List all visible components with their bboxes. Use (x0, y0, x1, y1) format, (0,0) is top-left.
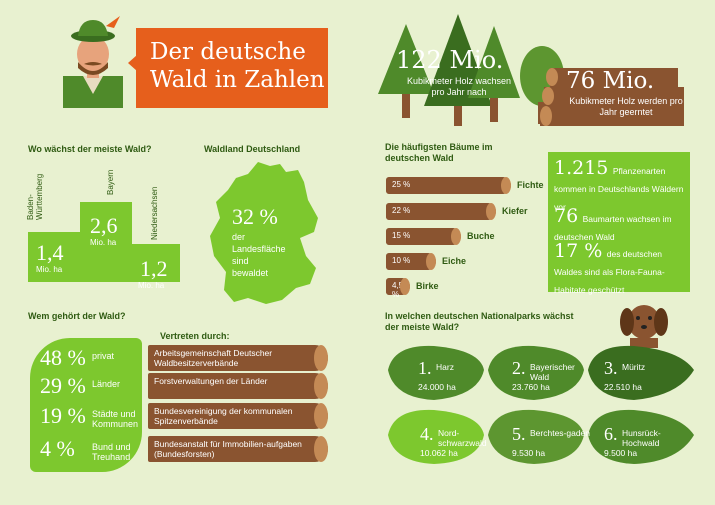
species-c-number: 17 % (554, 240, 603, 262)
germany-heading: Waldland Deutschland (204, 144, 301, 154)
ownership-rep-plank: Forstverwaltungen der Länder (148, 373, 328, 399)
ownership-rep-plank: Bundesvereinigung der kommunalen Spitzen… (148, 403, 328, 429)
tree-log-percent: 15 % (392, 231, 411, 240)
tree-log-bar: 4,5 % (386, 278, 410, 299)
park-name: Hunsrück-Hochwald (622, 428, 661, 448)
tree-log-percent: 10 % (392, 256, 411, 265)
title-pointer (128, 55, 137, 71)
parks-heading: In welchen deutschen Nationalparks wächs… (385, 311, 574, 332)
forester-illustration (63, 16, 123, 108)
ownership-percent: 4 % (40, 436, 75, 461)
dog-illustration (620, 305, 668, 348)
ownership-rep-plank: Bundesanstalt für Immobilien-aufgaben (B… (148, 436, 328, 462)
park-rank: 1. (418, 358, 432, 378)
ownership-percent: 48 % (40, 345, 86, 370)
park-name: Nord-schwarzwald (438, 428, 487, 448)
harvest-text: Kubikmeter Holz werden pro Jahr geerntet (569, 96, 683, 117)
title-line-1: Der deutsche (150, 39, 306, 65)
park-area: 22.510 ha (604, 382, 642, 392)
title-line-2: Wald in Zahlen (150, 67, 325, 93)
podium-center-block (80, 202, 132, 282)
park-name: Müritz (622, 362, 646, 372)
podium-left-block (28, 232, 83, 282)
tree-log-name: Fichte (517, 180, 544, 190)
park-rank: 4. (420, 424, 434, 444)
germany-value: 32 % (232, 204, 278, 229)
podium-right-unit: Mio. ha (138, 281, 165, 290)
ownership-label: Bund und Treuhand (92, 442, 131, 462)
ownership-rep-text: Arbeitsgemeinschaft Deutscher Waldbesitz… (154, 348, 273, 368)
tree-log-bar: 10 % (386, 253, 436, 270)
tree-log-name: Kiefer (502, 206, 528, 216)
ownership-rep-heading: Vertreten durch: (160, 331, 230, 341)
ownership-rep-plank: Arbeitsgemeinschaft Deutscher Waldbesitz… (148, 345, 328, 371)
ownership-heading: Wem gehört der Wald? (28, 311, 126, 321)
podium-left-unit: Mio. ha (36, 265, 63, 274)
ownership-label: Städte und Kommunen (92, 409, 139, 429)
ownership-label: Länder (92, 379, 121, 389)
species-a-text: Pflanzenarten kommen in Deutschlands Wäl… (554, 166, 684, 212)
tree-log-bar: 25 % (386, 177, 511, 194)
species-c-text: des deutschen Waldes sind als Flora-Faun… (554, 249, 665, 295)
park-area: 23.760 ha (512, 382, 550, 392)
park-area: 10.062 ha (420, 448, 458, 458)
podium-center-unit: Mio. ha (90, 238, 117, 247)
tree-log-name: Birke (416, 281, 439, 291)
tree-log-percent: 22 % (392, 206, 411, 215)
tree-log-bar: 22 % (386, 203, 496, 220)
park-rank: 5. (512, 424, 526, 444)
park-name: Berchtes-gaden (530, 428, 591, 438)
park-rank: 3. (604, 358, 618, 378)
park-area: 24.000 ha (418, 382, 456, 392)
log-stack-illustration (540, 68, 684, 126)
ownership-rep-text: Bundesvereinigung der kommunalen Spitzen… (154, 406, 293, 426)
ownership-rep-text: Forstverwaltungen der Länder (154, 376, 268, 386)
park-name: Bayerischer Wald (530, 362, 575, 382)
species-a-number: 1.215 (554, 157, 609, 179)
podium-left-state: Baden-Württemberg (26, 173, 44, 220)
podium-left-value: 1,4 (36, 240, 64, 265)
harvest-value: 76 Mio. (566, 68, 655, 94)
title-box (136, 28, 328, 108)
podium-center-state: Bayern (106, 169, 115, 195)
tree-log-bar: 15 % (386, 228, 461, 245)
growth-value: 122 Mio. (396, 46, 504, 74)
podium-center-value: 2,6 (90, 213, 118, 238)
park-rank: 2. (512, 358, 526, 378)
tree-log-percent: 4,5 % (392, 281, 404, 299)
ownership-rep-text: Bundesanstalt für Immobilien-aufgaben (B… (154, 439, 302, 459)
ownership-leaf (30, 338, 142, 472)
podium-right-block (130, 244, 180, 282)
podium-heading: Wo wächst der meiste Wald? (28, 144, 152, 154)
germany-text: der Landesfläche sind bewaldet (232, 232, 286, 278)
podium-right-value: 1,2 (140, 256, 168, 281)
ownership-percent: 29 % (40, 373, 86, 398)
ownership-percent: 19 % (40, 403, 86, 428)
species-b-number: 76 (554, 205, 579, 227)
germany-map (210, 162, 318, 304)
page-title: Der deutsche Wald in Zahlen (150, 38, 325, 94)
park-rank: 6. (604, 424, 618, 444)
podium-right-state: Niedersachsen (150, 186, 159, 240)
parks-leaves (388, 345, 694, 464)
species-box (548, 152, 690, 292)
tree-log-name: Eiche (442, 256, 467, 266)
species-b-text: Baumarten wachsen im deutschen Wald (554, 214, 672, 242)
trees-heading: Die häufigsten Bäume im deutschen Wald (385, 142, 493, 163)
park-area: 9.530 ha (512, 448, 546, 458)
tree-log-percent: 25 % (392, 180, 411, 189)
park-area: 9.500 ha (604, 448, 638, 458)
ownership-label: privat (92, 351, 115, 361)
tree-log-name: Buche (467, 231, 495, 241)
park-name: Harz (436, 362, 454, 372)
growth-text: Kubikmeter Holz wachsen pro Jahr nach (406, 76, 512, 97)
